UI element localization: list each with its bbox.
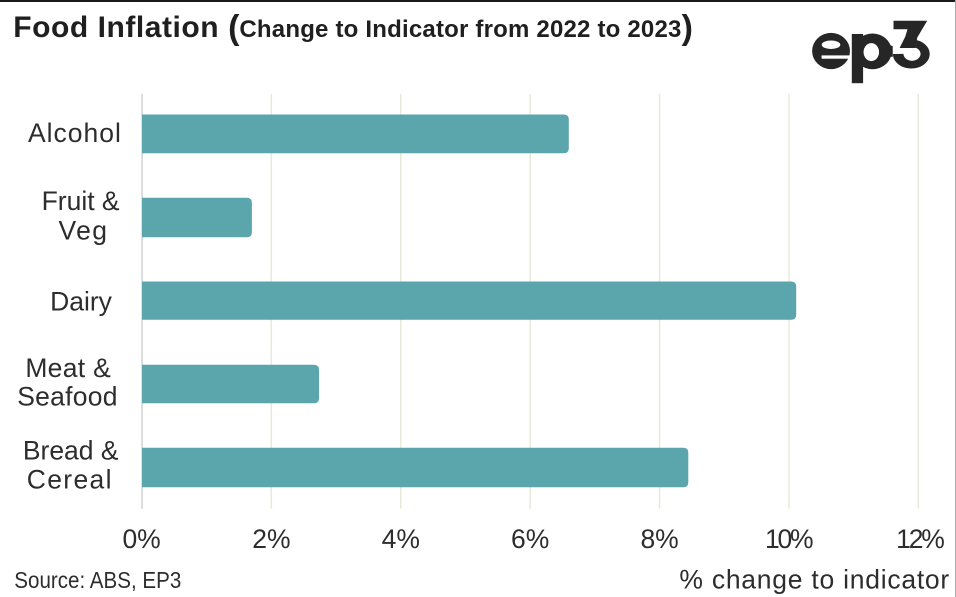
svg-text:Cereal: Cereal: [27, 465, 113, 495]
svg-text:Seafood: Seafood: [17, 382, 117, 412]
svg-text:10%: 10%: [765, 524, 813, 554]
svg-text:2%: 2%: [252, 524, 290, 554]
svg-text:8%: 8%: [640, 524, 678, 554]
svg-text:Veg: Veg: [58, 215, 108, 245]
svg-text:Meat &: Meat &: [25, 353, 111, 383]
svg-text:Alcohol: Alcohol: [28, 118, 122, 148]
svg-text:Fruit &: Fruit &: [42, 186, 120, 216]
svg-text:Source: ABS, EP3: Source: ABS, EP3: [14, 567, 181, 593]
svg-text:Dairy: Dairy: [50, 286, 113, 316]
svg-text:% change to indicator: % change to indicator: [679, 564, 950, 594]
svg-text:4%: 4%: [382, 524, 420, 554]
svg-text:Bread &: Bread &: [23, 436, 119, 466]
svg-text:0%: 0%: [122, 524, 160, 554]
svg-text:6%: 6%: [511, 524, 549, 554]
svg-text:12%: 12%: [896, 524, 944, 554]
svg-text:Food Inflation (Change to Indi: Food Inflation (Change to Indicator from…: [13, 9, 693, 47]
